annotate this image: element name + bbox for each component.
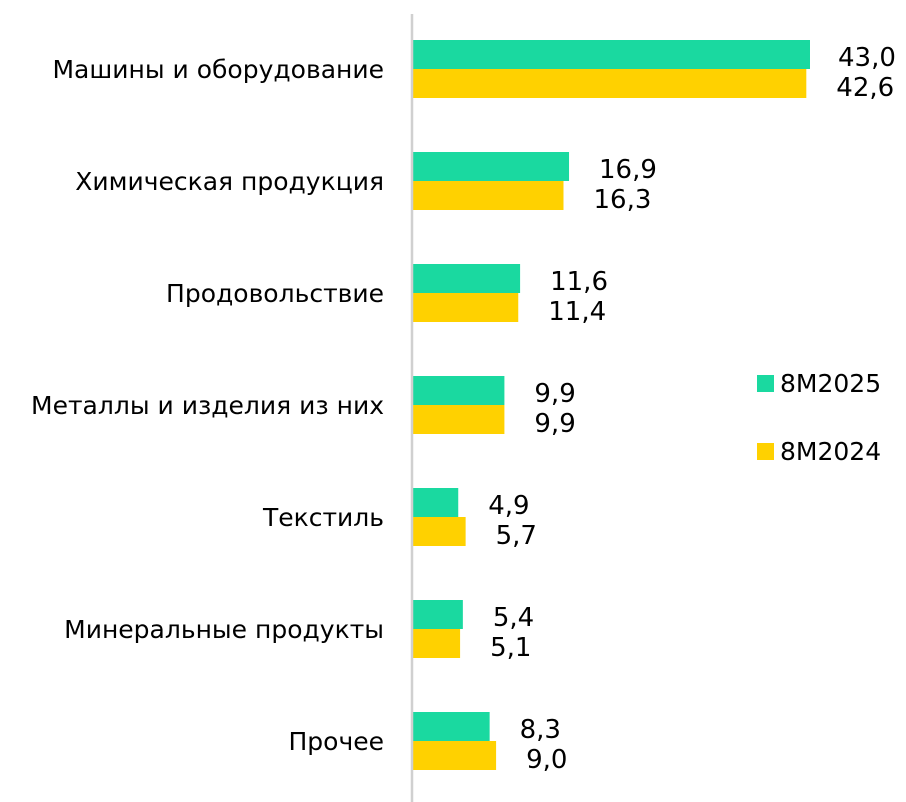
legend-label-8m2025: 8M2025 bbox=[780, 369, 881, 398]
category-label-cat-6: Прочее bbox=[289, 727, 385, 756]
data-label-8m2024-cat-6: 9,0 bbox=[526, 745, 567, 775]
category-label-cat-1: Химическая продукция bbox=[75, 167, 384, 196]
data-label-8m2025-cat-0: 43,0 bbox=[838, 43, 896, 73]
labels-layer: Машины и оборудование 43,042,6 Химическая … bbox=[31, 43, 896, 775]
bar-8m2024-cat-0 bbox=[413, 69, 807, 98]
legend: 8M2025 8M2024 bbox=[757, 369, 881, 466]
category-label-cat-2: Продовольствие bbox=[166, 279, 384, 308]
bar-8m2025-cat-3 bbox=[413, 376, 505, 405]
bar-8m2024-cat-3 bbox=[413, 405, 505, 434]
bar-8m2025-cat-1 bbox=[413, 152, 570, 181]
data-label-8m2024-cat-1: 16,3 bbox=[593, 185, 651, 215]
data-label-8m2025-cat-2: 11,6 bbox=[550, 267, 608, 297]
bars-layer bbox=[413, 40, 810, 770]
bar-8m2025-cat-6 bbox=[413, 712, 490, 741]
data-label-8m2024-cat-2: 11,4 bbox=[548, 297, 606, 327]
data-label-8m2024-cat-3: 9,9 bbox=[534, 409, 575, 439]
category-label-cat-0: Машины и оборудование bbox=[52, 55, 384, 84]
data-label-8m2024-cat-5: 5,1 bbox=[490, 633, 531, 663]
data-label-8m2025-cat-3: 9,9 bbox=[534, 379, 575, 409]
bar-8m2025-cat-2 bbox=[413, 264, 521, 293]
bar-8m2024-cat-6 bbox=[413, 741, 497, 770]
category-label-cat-4: Текстиль bbox=[262, 503, 384, 532]
bar-8m2025-cat-4 bbox=[413, 488, 459, 517]
category-label-cat-3: Металлы и изделия из них bbox=[31, 391, 384, 420]
data-label-8m2024-cat-0: 42,6 bbox=[836, 73, 894, 103]
legend-swatch-8m2025 bbox=[757, 375, 774, 392]
bar-8m2024-cat-2 bbox=[413, 293, 519, 322]
data-label-8m2025-cat-1: 16,9 bbox=[599, 155, 657, 185]
bar-8m2024-cat-1 bbox=[413, 181, 564, 210]
bar-8m2025-cat-5 bbox=[413, 600, 463, 629]
bar-8m2024-cat-4 bbox=[413, 517, 466, 546]
data-label-8m2025-cat-5: 5,4 bbox=[493, 603, 534, 633]
bar-8m2025-cat-0 bbox=[413, 40, 810, 69]
legend-label-8m2024: 8M2024 bbox=[780, 437, 881, 466]
data-label-8m2024-cat-4: 5,7 bbox=[496, 521, 537, 551]
category-label-cat-5: Минеральные продукты bbox=[64, 615, 384, 644]
bar-8m2024-cat-5 bbox=[413, 629, 461, 658]
data-label-8m2025-cat-6: 8,3 bbox=[520, 715, 561, 745]
data-label-8m2025-cat-4: 4,9 bbox=[488, 491, 529, 521]
legend-swatch-8m2024 bbox=[757, 443, 774, 460]
